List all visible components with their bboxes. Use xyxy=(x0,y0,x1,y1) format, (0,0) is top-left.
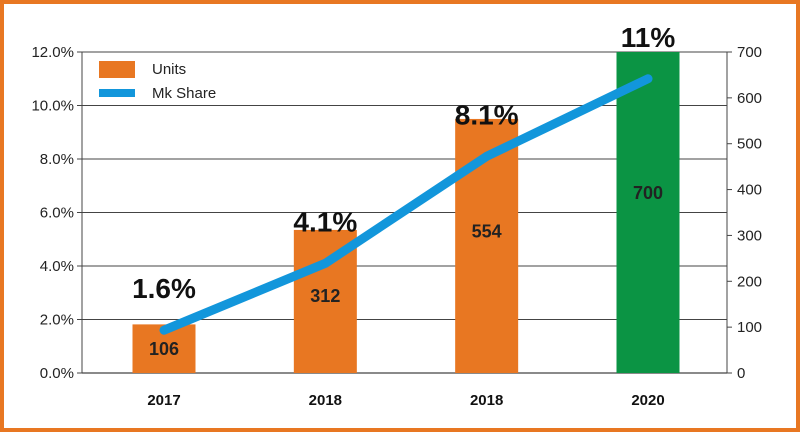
bar-value-label: 554 xyxy=(472,222,502,242)
right-tick-label: 100 xyxy=(737,319,762,336)
market-share-label: 4.1% xyxy=(293,206,357,237)
x-tick-label: 2020 xyxy=(631,392,664,409)
right-tick-label: 0 xyxy=(737,365,745,382)
legend-label-mk-share: Mk Share xyxy=(152,85,216,102)
right-tick-label: 600 xyxy=(737,90,762,107)
bar-value-label: 312 xyxy=(310,286,340,306)
right-tick-label: 500 xyxy=(737,136,762,153)
right-tick-label: 300 xyxy=(737,227,762,244)
left-tick-label: 12.0% xyxy=(31,44,74,61)
left-tick-label: 10.0% xyxy=(31,98,74,115)
x-tick-label: 2017 xyxy=(147,392,180,409)
market-share-line xyxy=(159,74,653,335)
left-tick-label: 6.0% xyxy=(40,205,74,222)
market-share-label: 8.1% xyxy=(455,99,519,130)
x-tick-label: 2018 xyxy=(309,392,342,409)
left-tick-label: 0.0% xyxy=(40,365,74,382)
left-tick-label: 8.0% xyxy=(40,151,74,168)
right-tick-label: 200 xyxy=(737,273,762,290)
bar-value-label: 106 xyxy=(149,339,179,359)
legend-label-units: Units xyxy=(152,61,186,78)
bar-value-label: 700 xyxy=(633,183,663,203)
left-tick-label: 2.0% xyxy=(40,312,74,329)
right-tick-label: 700 xyxy=(737,44,762,61)
legend-swatch-units xyxy=(99,61,135,78)
market-share-label: 11% xyxy=(621,22,676,53)
left-tick-label: 4.0% xyxy=(40,258,74,275)
x-tick-label: 2018 xyxy=(470,392,503,409)
bar xyxy=(616,52,680,373)
market-share-label: 1.6% xyxy=(132,273,196,304)
right-tick-label: 400 xyxy=(737,182,762,199)
